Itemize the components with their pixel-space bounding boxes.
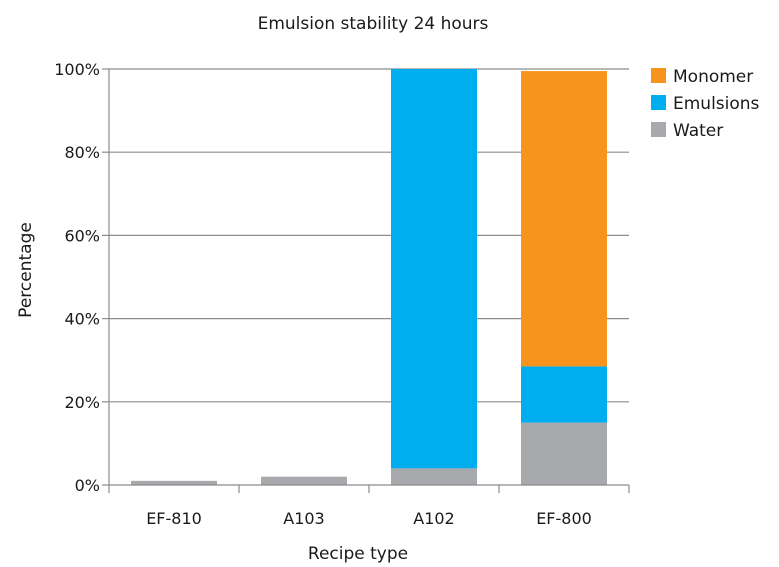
x-tick-label-ef-800: EF-800 — [536, 509, 592, 528]
y-axis-label: Percentage — [16, 222, 36, 318]
bar-ef-800-monomer — [521, 71, 607, 367]
x-axis-label: Recipe type — [308, 544, 408, 564]
bar-a102-emulsions — [391, 69, 477, 469]
bar-ef-810-water — [131, 480, 217, 485]
bars — [131, 69, 607, 485]
chart-title-group: Emulsion stability 24 hours — [258, 14, 489, 34]
y-tick-label-20: 20% — [64, 393, 100, 412]
y-tick-label-80: 80% — [64, 143, 100, 162]
y-axis-ticks: 0% 20% 40% 60% 80% 100% — [54, 60, 109, 495]
legend-swatch-emulsions — [651, 95, 666, 110]
legend-swatch-monomer — [651, 68, 666, 83]
y-tick-label-40: 40% — [64, 310, 100, 329]
y-tick-label-60: 60% — [64, 226, 100, 245]
legend-label-emulsions: Emulsions — [673, 94, 760, 114]
bar-ef-800-emulsions — [521, 366, 607, 423]
legend-label-monomer: Monomer — [673, 67, 753, 87]
x-tick-label-ef-810: EF-810 — [146, 509, 202, 528]
x-tick-label-a103: A103 — [283, 509, 324, 528]
chart-title: Emulsion stability 24 hours — [258, 14, 489, 34]
y-tick-label-100: 100% — [54, 60, 100, 79]
legend-label-water: Water — [673, 121, 723, 141]
bar-a102-water — [391, 468, 477, 485]
y-tick-label-0: 0% — [75, 476, 100, 495]
x-axis-ticks: EF-810 A103 A102 EF-800 — [108, 485, 630, 528]
chart-legend: Monomer Emulsions Water — [651, 67, 760, 141]
x-tick-label-a102: A102 — [413, 509, 454, 528]
bar-a103-water — [261, 476, 347, 485]
bar-ef-800-water — [521, 422, 607, 485]
legend-swatch-water — [651, 122, 666, 137]
